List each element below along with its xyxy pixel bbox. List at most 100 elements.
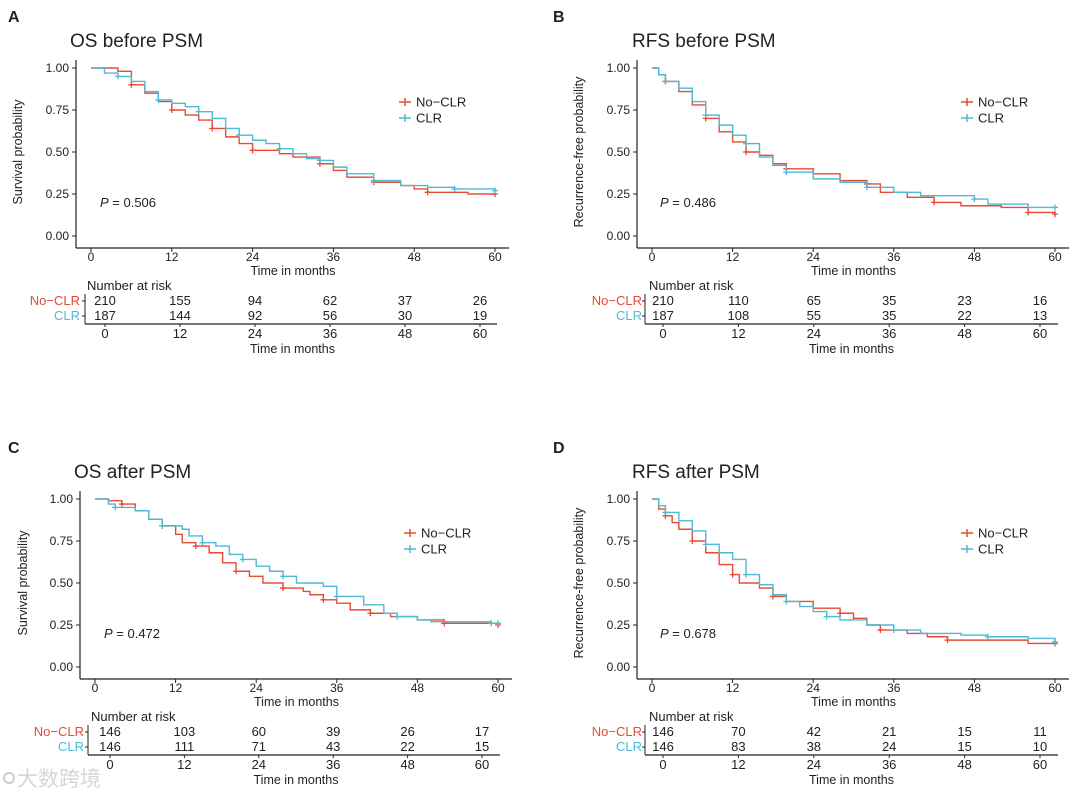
km-curve-no-clr (95, 498, 499, 625)
chart-title: RFS after PSM (632, 462, 760, 483)
risk-time-label: 24 (248, 326, 262, 341)
risk-table-title: Number at risk (91, 709, 176, 724)
y-tick-label: 0.25 (607, 618, 631, 632)
risk-count: 42 (807, 724, 821, 739)
km-curve-clr (652, 67, 1055, 209)
risk-count: 35 (882, 308, 896, 323)
censor-mark (743, 149, 750, 155)
censor-mark (702, 112, 709, 119)
p-value: P = 0.472 (104, 626, 160, 641)
censor-mark (199, 539, 206, 546)
y-tick-label: 0.75 (50, 534, 74, 548)
legend-label: CLR (421, 542, 447, 557)
risk-count: 24 (882, 739, 896, 754)
censor-mark (114, 73, 121, 80)
risk-count: 10 (1033, 739, 1047, 754)
legend-key (399, 114, 411, 122)
censor-mark (370, 177, 377, 184)
chart-title: OS before PSM (70, 31, 203, 52)
risk-time-label: 24 (807, 326, 821, 341)
risk-count: 110 (728, 293, 749, 308)
censor-mark (239, 556, 246, 563)
x-tick-label: 12 (726, 250, 740, 264)
risk-count: 35 (882, 293, 896, 308)
risk-count: 103 (174, 724, 196, 739)
panel-letter: A (8, 9, 20, 26)
risk-count: 146 (652, 739, 674, 754)
risk-time-label: 24 (252, 757, 266, 772)
censor-mark (276, 145, 283, 152)
y-tick-label: 0.50 (607, 576, 631, 590)
risk-count: 83 (731, 739, 745, 754)
censor-mark (837, 610, 844, 617)
risk-count: 26 (400, 724, 414, 739)
y-tick-label: 0.25 (607, 187, 631, 201)
censor-mark (877, 627, 884, 634)
risk-count: 56 (323, 308, 337, 323)
legend-key (961, 98, 973, 106)
x-tick-label: 48 (408, 250, 422, 264)
y-tick-label: 1.00 (46, 61, 70, 75)
risk-count: 146 (99, 739, 121, 754)
p-value-symbol: P (660, 195, 669, 210)
risk-count: 155 (169, 293, 191, 308)
risk-count: 62 (323, 293, 337, 308)
risk-time-label: 0 (106, 757, 113, 772)
x-tick-label: 60 (1048, 681, 1062, 695)
risk-time-label: 60 (473, 326, 487, 341)
censor-mark (823, 613, 830, 620)
panel-letter: D (553, 440, 565, 457)
y-tick-label: 0.50 (607, 145, 631, 159)
risk-count: 71 (252, 739, 266, 754)
censor-mark (1052, 204, 1058, 211)
risk-count: 13 (1033, 308, 1047, 323)
risk-count: 60 (252, 724, 266, 739)
p-value-symbol: P (660, 626, 669, 641)
censor-mark (249, 147, 256, 154)
censor-mark (155, 96, 162, 103)
censor-mark (783, 169, 790, 176)
risk-count: 38 (807, 739, 821, 754)
censor-mark (112, 504, 119, 511)
censor-mark (1052, 638, 1058, 645)
risk-count: 17 (475, 724, 489, 739)
censor-mark (367, 610, 374, 617)
x-tick-label: 48 (968, 681, 982, 695)
censor-mark (743, 140, 750, 147)
x-tick-label: 48 (968, 250, 982, 264)
risk-table-title: Number at risk (649, 709, 734, 724)
risk-count: 108 (728, 308, 750, 323)
risk-time-label: 36 (323, 326, 337, 341)
x-tick-label: 36 (330, 681, 344, 695)
censor-mark (729, 571, 736, 578)
censor-mark (1025, 209, 1032, 216)
risk-count: 146 (652, 724, 674, 739)
censor-mark (192, 543, 199, 550)
risk-count: 15 (957, 739, 971, 754)
risk-count: 65 (807, 293, 821, 308)
censor-mark (316, 157, 323, 164)
risk-count: 187 (94, 308, 116, 323)
x-tick-label: 60 (1048, 250, 1062, 264)
censor-mark (488, 620, 495, 627)
panel-b: B RFS before PSM 0.00 0.25 0.50 0.75 1.00 0 12 24… (553, 9, 1069, 356)
risk-row-label: CLR (616, 739, 642, 754)
risk-time-label: 48 (957, 757, 971, 772)
y-tick-label: 0.00 (46, 229, 70, 243)
risk-row-label: No−CLR (34, 724, 84, 739)
legend-label: CLR (978, 542, 1004, 557)
legend-key (961, 545, 973, 553)
km-curve-clr (95, 498, 498, 625)
risk-time-label: 48 (398, 326, 412, 341)
y-tick-label: 0.00 (607, 660, 631, 674)
risk-count: 146 (99, 724, 121, 739)
panel-d: D RFS after PSM 0.00 0.25 0.50 0.75 1.00 0 12 24 3… (553, 440, 1069, 787)
p-value-number: = 0.678 (669, 626, 716, 641)
risk-count: 70 (731, 724, 745, 739)
y-tick-label: 0.00 (50, 660, 74, 674)
y-axis-label: Survival probability (11, 99, 25, 205)
x-tick-label: 0 (88, 250, 95, 264)
risk-x-axis-label: Time in months (809, 773, 894, 787)
x-tick-label: 36 (327, 250, 341, 264)
